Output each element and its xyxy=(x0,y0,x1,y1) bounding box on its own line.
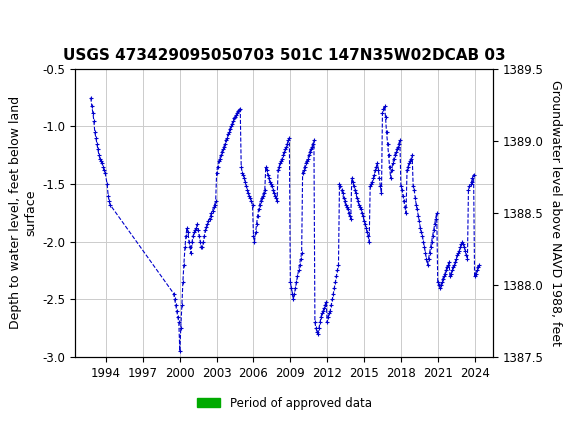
Y-axis label: Depth to water level, feet below land
surface: Depth to water level, feet below land su… xyxy=(9,96,37,329)
Y-axis label: Groundwater level above NAVD 1988, feet: Groundwater level above NAVD 1988, feet xyxy=(549,80,562,346)
Legend: Period of approved data: Period of approved data xyxy=(192,392,376,415)
Text: █USGS: █USGS xyxy=(12,13,78,39)
Title: USGS 473429095050703 501C 147N35W02DCAB 03: USGS 473429095050703 501C 147N35W02DCAB … xyxy=(63,49,506,64)
